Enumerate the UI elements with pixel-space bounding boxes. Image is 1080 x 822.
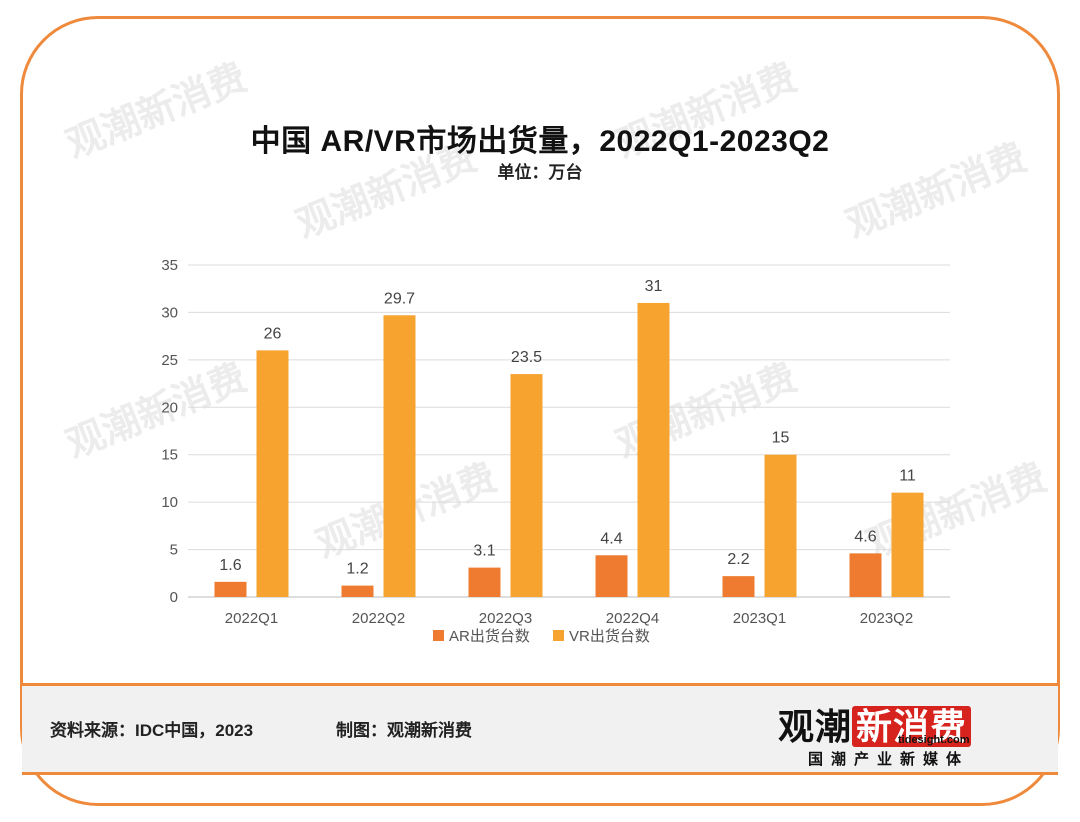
y-tick-label: 30 <box>161 304 178 321</box>
data-label: 4.6 <box>854 528 876 545</box>
x-tick-label: 2022Q2 <box>352 610 405 627</box>
y-axis-ticks: 0 5 10 15 20 25 30 35 <box>161 257 178 606</box>
chart-subtitle: 单位：万台 <box>497 163 583 182</box>
y-tick-label: 25 <box>161 352 178 369</box>
source-note: 资料来源：IDC中国，2023 <box>50 721 254 740</box>
x-axis-ticks: 2022Q1 2022Q2 2022Q3 2022Q4 2023Q1 2023Q2 <box>225 610 913 627</box>
vr-bar <box>637 302 670 597</box>
x-tick-label: 2022Q1 <box>225 610 278 627</box>
x-tick-label: 2022Q4 <box>606 610 659 627</box>
chart-title: 中国 AR/VR市场出货量，2022Q1-2023Q2 <box>250 125 830 158</box>
ar-bar <box>595 555 628 597</box>
data-label: 1.6 <box>219 557 241 574</box>
x-tick-label: 2023Q1 <box>733 610 786 627</box>
y-tick-label: 5 <box>170 542 178 559</box>
ar-bar <box>341 585 374 597</box>
x-tick-label: 2022Q3 <box>479 610 532 627</box>
data-label: 3.1 <box>473 543 495 560</box>
data-label: 1.2 <box>346 561 368 578</box>
logo-dark-text: 观潮 <box>778 706 853 747</box>
legend-swatch <box>433 630 444 641</box>
logo-site: tidesight.com <box>898 734 970 746</box>
vr-bar <box>764 454 797 597</box>
data-label: 11 <box>899 468 916 485</box>
y-tick-label: 20 <box>161 399 178 416</box>
maker-note: 制图：观潮新消费 <box>336 721 472 740</box>
y-tick-label: 10 <box>161 494 178 511</box>
grid-lines <box>188 264 950 598</box>
logo-red-text: 新消费 <box>852 706 972 747</box>
legend-swatch <box>553 630 564 641</box>
legend: AR出货台数 VR出货台数 <box>433 628 650 645</box>
y-tick-label: 0 <box>170 589 178 606</box>
ar-bar <box>722 576 755 597</box>
x-tick-label: 2023Q2 <box>860 610 913 627</box>
y-tick-label: 35 <box>161 257 178 274</box>
data-label: 4.4 <box>600 530 622 547</box>
data-label: 29.7 <box>384 290 415 307</box>
legend-label: AR出货台数 <box>449 628 530 645</box>
y-tick-label: 15 <box>161 447 178 464</box>
brand-logo: 观潮 新消费 tidesight.com 国潮产业新媒体 <box>778 698 1008 770</box>
vr-bar <box>891 492 924 597</box>
logo-tagline: 国潮产业新媒体 <box>808 751 970 768</box>
data-label: 2.2 <box>727 551 749 568</box>
data-label: 15 <box>772 430 790 447</box>
data-label: 23.5 <box>511 349 542 366</box>
bars <box>214 302 924 597</box>
vr-bar <box>383 315 416 597</box>
data-labels: 1.6 26 1.2 29.7 3.1 23.5 4.4 31 2.2 15 4.6 11 <box>219 278 916 578</box>
legend-label: VR出货台数 <box>569 628 650 645</box>
data-label: 31 <box>645 278 663 295</box>
vr-bar <box>256 350 289 597</box>
ar-bar <box>214 581 247 597</box>
ar-bar <box>468 567 501 597</box>
vr-bar <box>510 374 543 597</box>
data-label: 26 <box>264 325 282 342</box>
logo-wordmark: 观潮 新消费 <box>778 698 972 750</box>
ar-bar <box>849 553 882 597</box>
